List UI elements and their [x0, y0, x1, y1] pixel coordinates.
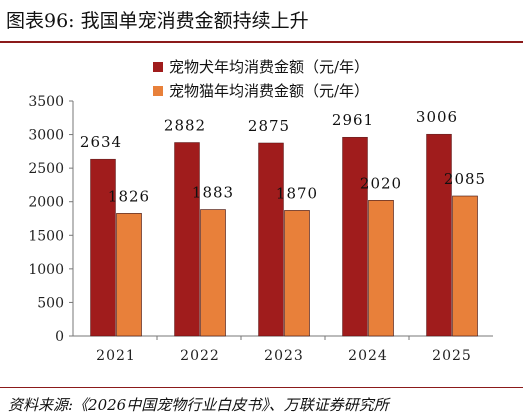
- legend: 宠物犬年均消费金额（元/年） 宠物猫年均消费金额（元/年）: [153, 58, 369, 100]
- bar-cat: [284, 210, 310, 337]
- y-tick-label: 2500: [28, 161, 64, 177]
- bar-dog: [174, 142, 200, 337]
- bar-dog: [258, 142, 284, 337]
- source-note: 资料来源:《2026中国宠物行业白皮书》、万联证券研究所: [8, 396, 389, 414]
- axes: 0 500 1000 1500 2000 2500 3000 3500 2021 2022 2023…: [28, 94, 493, 364]
- data-label: 1826: [108, 187, 150, 205]
- y-tick-label: 2000: [28, 195, 64, 211]
- source-rule: [0, 387, 523, 388]
- x-tick-label: 2021: [96, 348, 136, 364]
- data-label: 2882: [164, 116, 206, 134]
- y-tick-label: 1000: [28, 262, 64, 278]
- data-label: 2020: [360, 174, 402, 192]
- bar-dog: [90, 158, 116, 337]
- data-label: 2634: [80, 133, 122, 151]
- legend-label-0: 宠物犬年均消费金额（元/年）: [169, 58, 369, 76]
- legend-swatch-1: [153, 86, 163, 96]
- bars: [90, 133, 478, 337]
- bar-dog: [426, 133, 452, 337]
- x-tick-label: 2025: [432, 348, 472, 364]
- y-tick-label: 500: [37, 295, 64, 311]
- y-tick-label: 1500: [28, 228, 64, 244]
- data-label: 3006: [416, 108, 458, 126]
- data-label: 2875: [248, 117, 290, 135]
- y-tick-label: 3000: [28, 128, 64, 144]
- bar-cat: [452, 195, 478, 337]
- title-rule: [0, 41, 523, 43]
- y-tick-label: 0: [55, 329, 64, 345]
- data-labels: 2634 1826 2882 1883 2875 1870 2961 2020 3006 2085: [80, 108, 486, 205]
- data-label: 1883: [192, 184, 234, 202]
- bar-cat: [116, 213, 142, 337]
- data-label: 2085: [444, 170, 486, 188]
- legend-swatch-0: [153, 62, 163, 72]
- legend-label-1: 宠物猫年均消费金额（元/年）: [169, 82, 369, 100]
- bar-dog: [342, 136, 368, 337]
- bar-cat: [368, 200, 394, 337]
- x-tick-label: 2024: [348, 348, 388, 364]
- figure-title: 图表96: 我国单宠消费金额持续上升: [6, 10, 309, 32]
- data-label: 1870: [276, 184, 318, 202]
- x-tick-label: 2022: [180, 348, 220, 364]
- data-label: 2961: [332, 111, 374, 129]
- bar-cat: [200, 209, 226, 337]
- x-tick-label: 2023: [264, 348, 304, 364]
- y-tick-label: 3500: [28, 94, 64, 110]
